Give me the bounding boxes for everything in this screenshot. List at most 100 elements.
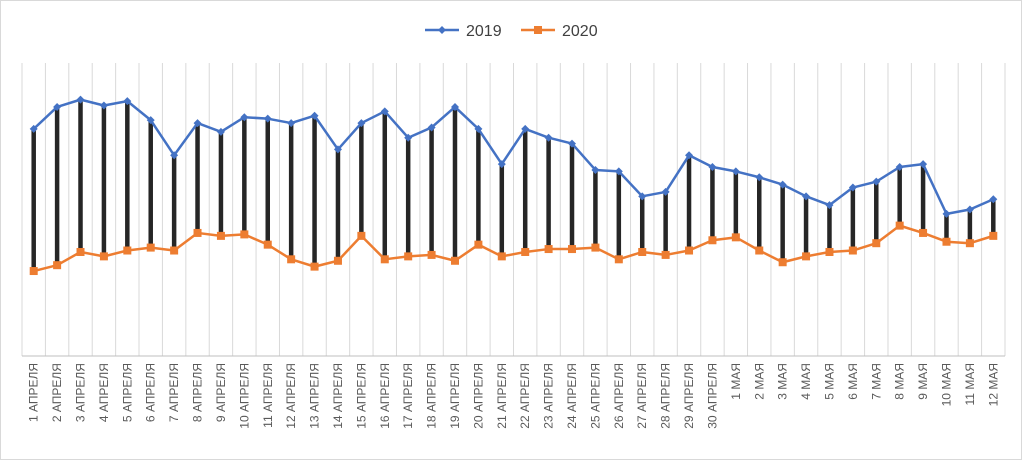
point-2019 [661,187,670,196]
x-tick-label: 4 МАЯ [799,363,813,400]
point-2020 [404,252,413,261]
series-markers [29,95,998,276]
point-2020 [965,239,974,248]
x-tick-label: 25 АПРЕЛЯ [588,363,602,429]
point-2020 [942,237,951,246]
x-tick-label: 1 МАЯ [729,363,743,400]
point-2019 [287,119,296,128]
x-tick-label: 8 АПРЕЛЯ [191,363,205,422]
x-tick-label: 15 АПРЕЛЯ [354,363,368,429]
point-2020 [919,228,928,237]
point-2019 [76,95,85,104]
point-2020 [497,252,506,261]
point-2020 [778,258,787,267]
point-2020 [591,243,600,252]
point-2020 [521,247,530,256]
point-2020 [895,221,904,230]
point-2019 [755,173,764,182]
point-2019 [450,102,459,111]
x-tick-label: 14 АПРЕЛЯ [331,363,345,429]
x-tick-label: 4 АПРЕЛЯ [97,363,111,422]
point-2019 [216,127,225,136]
point-2020 [193,228,202,237]
point-2019 [357,119,366,128]
x-tick-label: 11 МАЯ [963,363,977,405]
point-2019 [310,111,319,120]
x-tick-label: 22 АПРЕЛЯ [518,363,532,429]
point-2019 [521,124,530,133]
x-tick-label: 8 МАЯ [893,363,907,400]
point-2020 [357,231,366,240]
point-2020 [825,247,834,256]
point-2020 [450,256,459,265]
point-2019 [965,205,974,214]
legend-marker-2020 [534,26,542,34]
x-tick-label: 18 АПРЕЛЯ [425,363,439,429]
point-2020 [216,231,225,240]
x-tick-label: 16 АПРЕЛЯ [378,363,392,429]
point-2020 [848,246,857,255]
legend-marker-2019 [438,26,446,34]
point-2019 [474,124,483,133]
x-tick-label: 2 АПРЕЛЯ [50,363,64,422]
point-2019 [989,195,998,204]
point-2020 [568,245,577,254]
point-2019 [919,160,928,169]
x-tick-label: 3 АПРЕЛЯ [74,363,88,422]
point-2020 [76,247,85,256]
point-2019 [614,167,623,176]
point-2020 [263,240,272,249]
x-tick-label: 1 АПРЕЛЯ [27,363,41,422]
point-2020 [53,261,62,270]
point-2019 [942,209,951,218]
point-2020 [989,231,998,240]
x-tick-label: 5 АПРЕЛЯ [120,363,134,422]
point-2019 [380,107,389,116]
legend-entry-2020: 2020 [521,23,598,40]
point-2020 [99,252,108,261]
x-tick-label: 30 АПРЕЛЯ [705,363,719,429]
point-2019 [240,113,249,122]
point-2019 [193,119,202,128]
point-2020 [29,267,38,276]
x-tick-label: 9 АПРЕЛЯ [214,363,228,422]
x-tick-label: 23 АПРЕЛЯ [542,363,556,429]
x-tick-label: 28 АПРЕЛЯ [659,363,673,429]
point-2019 [123,97,132,106]
high-low-lines [30,99,997,272]
x-tick-label: 6 АПРЕЛЯ [144,363,158,422]
point-2020 [474,240,483,249]
x-tick-label: 27 АПРЕЛЯ [635,363,649,429]
point-2020 [638,247,647,256]
point-2020 [427,250,436,259]
point-2019 [591,165,600,174]
vertical-gridlines [21,63,1006,356]
point-2019 [802,192,811,201]
point-2019 [170,151,179,160]
x-tick-label: 6 МАЯ [846,363,860,400]
x-tick-label: 24 АПРЕЛЯ [565,363,579,429]
point-2019 [778,180,787,189]
point-2020 [661,250,670,259]
point-2019 [544,133,553,142]
x-tick-label: 3 МАЯ [776,363,790,400]
x-tick-label: 10 АПРЕЛЯ [237,363,251,429]
point-2019 [146,116,155,125]
point-2019 [263,114,272,123]
point-2020 [544,245,553,254]
point-2020 [872,239,881,248]
x-tick-label: 7 МАЯ [869,363,883,400]
point-2020 [333,256,342,265]
point-2020 [802,252,811,261]
point-2019 [29,124,38,133]
point-2019 [497,160,506,169]
point-2020 [685,246,694,255]
legend-label-2020: 2020 [562,23,598,40]
x-tick-labels: 1 АПРЕЛЯ 2 АПРЕЛЯ 3 АПРЕЛЯ 4 АПРЕЛЯ 5 АПРЕЛЯ… [27,363,1001,429]
x-tick-label: 13 АПРЕЛЯ [308,363,322,429]
legend-entry-2019: 2019 [425,23,502,40]
point-2019 [685,151,694,160]
point-2020 [240,230,249,239]
point-2019 [99,101,108,110]
